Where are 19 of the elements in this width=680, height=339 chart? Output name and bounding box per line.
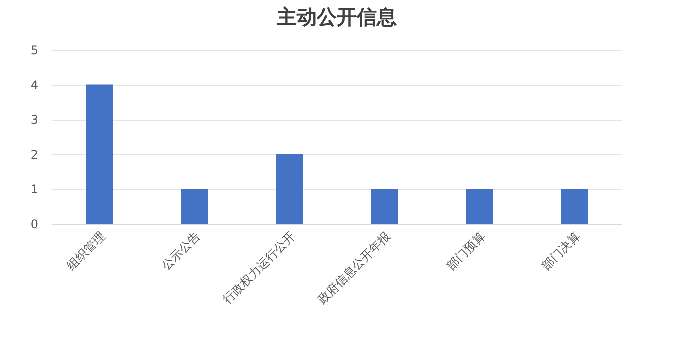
- x-tick-label: 部门决算: [539, 229, 583, 273]
- y-tick-label: 0: [30, 218, 38, 232]
- x-tick-label: 组织管理: [64, 229, 108, 273]
- x-tick-label: 行政权力运行公开: [220, 229, 298, 307]
- x-tick-label: 公示公告: [159, 229, 203, 273]
- bar: [371, 189, 398, 224]
- y-tick-label: 5: [30, 44, 38, 58]
- y-tick-label: 4: [30, 78, 38, 92]
- chart-title: 主动公开信息: [276, 6, 397, 29]
- bar: [561, 189, 588, 224]
- y-tick-label: 3: [30, 113, 38, 128]
- bar: [86, 84, 113, 224]
- x-tick-label: 政府信息公开年报: [315, 229, 393, 307]
- y-tick-label: 2: [30, 148, 38, 162]
- bar: [466, 189, 493, 224]
- bar: [276, 154, 303, 224]
- bar: [181, 189, 208, 224]
- y-tick-label: 1: [30, 182, 38, 197]
- x-tick-label: 部门预算: [444, 229, 488, 273]
